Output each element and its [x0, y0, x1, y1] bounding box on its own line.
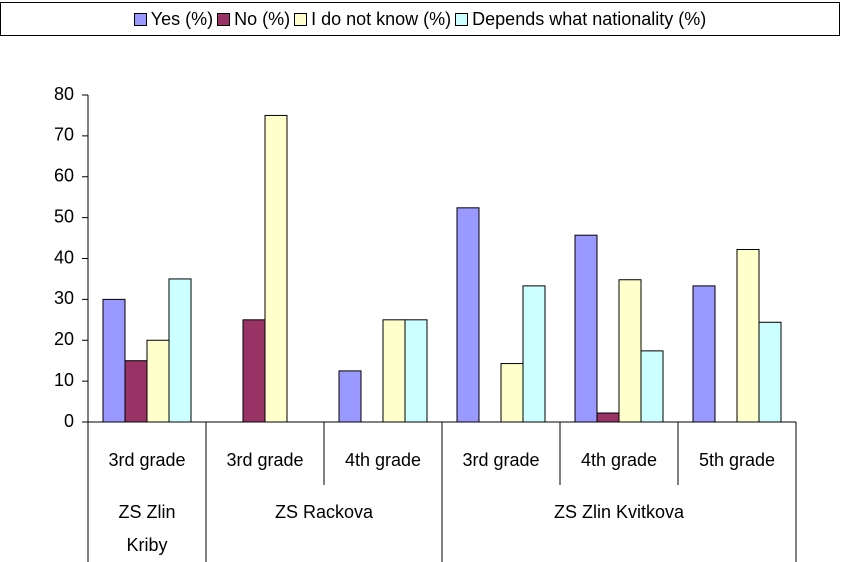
x-tick-label: 4th grade: [581, 450, 657, 470]
y-tick-label: 10: [54, 370, 74, 390]
x-tick-label: 3rd grade: [462, 450, 539, 470]
legend-item: Yes (%): [133, 8, 214, 30]
y-tick-label: 40: [54, 247, 74, 267]
bar: [522, 285, 546, 423]
x-tick-label: 3rd grade: [108, 450, 185, 470]
legend-swatch: [294, 12, 308, 26]
bar: [382, 319, 406, 423]
bar: [640, 350, 664, 423]
bar: [242, 319, 266, 423]
legend-label: No (%): [234, 8, 291, 29]
y-tick-label: 70: [54, 125, 74, 145]
legend-item: I do not know (%): [294, 9, 451, 30]
bar: [500, 363, 524, 423]
legend-label: Yes (%): [150, 8, 214, 29]
y-tick-label: 30: [54, 288, 74, 308]
y-tick-label: 0: [64, 411, 74, 431]
legend-swatch: [455, 12, 469, 26]
bar: [574, 234, 598, 423]
legend-item: No (%): [217, 9, 290, 30]
bar: [736, 249, 760, 423]
y-tick-label: 80: [54, 84, 74, 104]
y-tick-label: 60: [54, 166, 74, 186]
legend-label: Depends what nationality (%): [472, 8, 707, 29]
bar: [456, 207, 480, 423]
bar: [168, 278, 192, 423]
legend-swatch: [133, 12, 147, 26]
bar: [338, 370, 362, 423]
legend-item: Depends what nationality (%): [455, 9, 706, 30]
bar: [102, 298, 126, 423]
y-tick-label: 20: [54, 329, 74, 349]
x-tick-label: 5th grade: [699, 450, 775, 470]
bar: [618, 279, 642, 423]
legend: Yes (%) No (%) I do not know (%) Depends wh…: [0, 2, 840, 36]
bar: [758, 321, 782, 423]
x-tick-label: 4th grade: [345, 450, 421, 470]
group-label: ZS Rackova: [274, 502, 374, 522]
bar: [264, 114, 288, 423]
bar: [596, 412, 620, 423]
bar: [124, 360, 148, 423]
bar: [692, 285, 716, 423]
x-tick-label: 3rd grade: [226, 450, 303, 470]
group-label: ZS Zlin Kvitkova: [553, 502, 685, 522]
group-label: ZS Zlin Kriby: [118, 502, 176, 555]
legend-swatch: [217, 12, 231, 26]
legend-label: I do not know (%): [311, 8, 452, 29]
y-tick-label: 50: [54, 206, 74, 226]
bar: [404, 319, 428, 423]
bar: [146, 339, 170, 423]
